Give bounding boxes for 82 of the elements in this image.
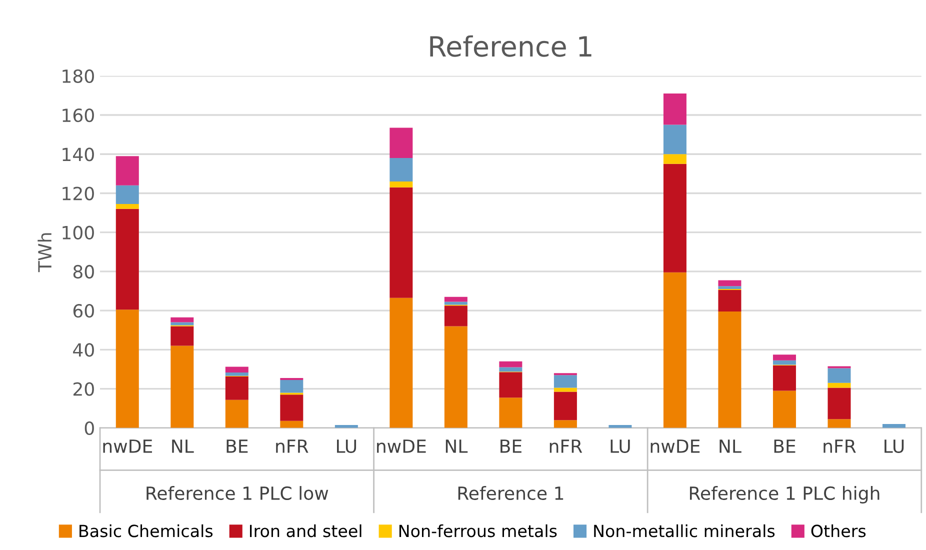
bar <box>116 185 139 204</box>
bar <box>170 326 194 346</box>
bar <box>663 164 686 272</box>
y-tick-label: 140 <box>62 148 94 162</box>
y-tick-label: 0 <box>84 421 94 436</box>
y-axis-title: TWh <box>38 233 52 272</box>
bar <box>280 394 304 421</box>
legend-label: Others <box>811 524 866 538</box>
bar <box>444 296 468 302</box>
y-tick-label: 160 <box>62 108 94 122</box>
y-tick-label: 80 <box>73 264 94 279</box>
bar <box>663 154 686 164</box>
bar <box>444 326 468 428</box>
bar <box>828 388 851 420</box>
bar <box>390 182 413 188</box>
x-tick-label: nFR <box>550 440 582 453</box>
x-tick-label: nwDE <box>103 440 152 453</box>
bar <box>170 346 194 428</box>
bar <box>663 94 686 125</box>
bar <box>280 380 304 393</box>
bar <box>444 306 468 326</box>
bar <box>772 360 796 365</box>
bar <box>116 208 139 310</box>
bar <box>116 156 139 186</box>
bar <box>499 398 522 428</box>
y-tick-label: 180 <box>62 69 94 84</box>
bar <box>772 354 796 360</box>
bar <box>225 372 248 376</box>
x-tick-label: NL <box>172 440 194 453</box>
bar <box>390 298 413 428</box>
y-tick-label: 60 <box>73 304 94 318</box>
bar <box>554 392 577 420</box>
bar <box>718 290 742 312</box>
x-tick-label: BE <box>226 440 248 453</box>
bar <box>225 376 248 400</box>
bar <box>116 204 139 209</box>
bar <box>390 187 413 298</box>
x-tick-label: BE <box>774 440 796 453</box>
bar <box>828 382 851 388</box>
x-tick-label: nFR <box>276 440 308 453</box>
bar <box>225 400 248 428</box>
text: Reference 1 <box>458 486 564 500</box>
bar <box>828 419 851 428</box>
chart-title: Reference 1 <box>430 35 592 57</box>
bar <box>225 366 248 373</box>
bar <box>554 420 577 428</box>
legend-label: Iron and steel <box>250 524 362 538</box>
bar <box>499 361 522 368</box>
x-tick-label: nFR <box>824 440 856 453</box>
x-tick-label: NL <box>446 440 468 453</box>
bar <box>280 420 304 428</box>
text: Reference 1 PLC high <box>690 486 880 504</box>
y-tick-label: 40 <box>73 343 94 357</box>
y-tick-label: 100 <box>62 226 94 240</box>
bar <box>554 375 577 388</box>
bar <box>663 272 686 428</box>
bar <box>390 158 413 182</box>
x-tick-label: nwDE <box>650 440 700 453</box>
x-tick-label: nwDE <box>377 440 426 453</box>
bar <box>499 367 522 372</box>
y-tick-label: 20 <box>73 382 94 396</box>
x-tick-label: BE <box>500 440 522 453</box>
bar <box>499 372 522 398</box>
text: Reference 1 PLC low <box>146 486 328 500</box>
bar <box>116 310 139 428</box>
bar <box>170 317 194 322</box>
legend-label: Non-metallic minerals <box>594 524 775 538</box>
bar <box>772 390 796 428</box>
bar <box>718 280 742 286</box>
bar <box>718 312 742 428</box>
legend-label: Non-ferrous metals <box>399 524 557 538</box>
bar <box>828 368 851 383</box>
bar <box>718 286 742 290</box>
x-tick-label: LU <box>337 440 356 453</box>
x-tick-label: LU <box>610 440 630 453</box>
y-tick-label: 120 <box>62 186 94 200</box>
x-tick-label: LU <box>884 440 904 453</box>
x-tick-label: NL <box>720 440 742 453</box>
bar <box>663 124 686 154</box>
bar <box>772 365 796 391</box>
bar <box>390 128 413 158</box>
legend-label: Basic Chemicals <box>80 524 213 538</box>
